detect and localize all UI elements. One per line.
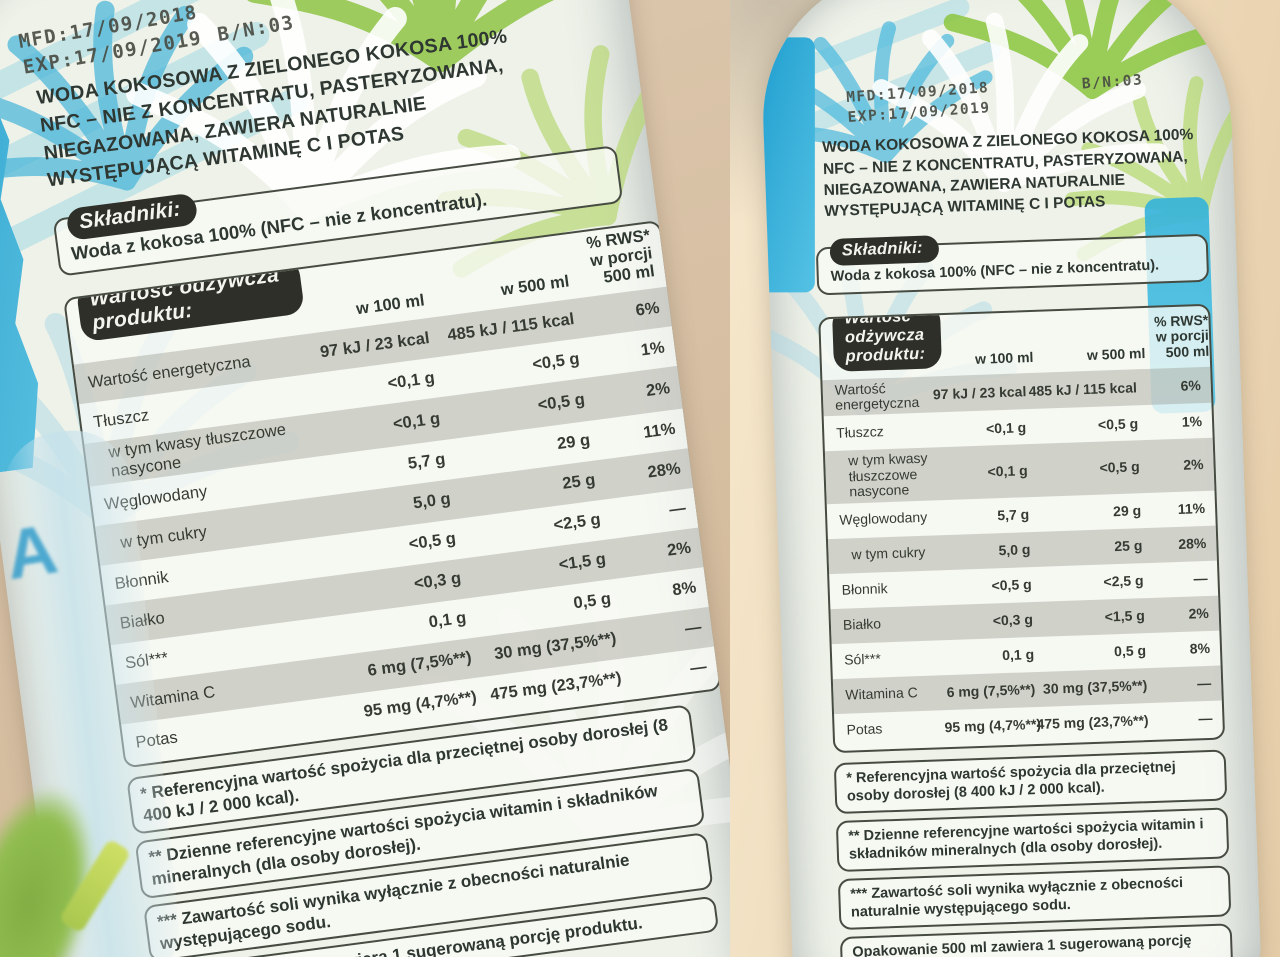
rws-percent: 1% xyxy=(1181,412,1203,430)
value-per-500ml: 475 mg (23,7%**) xyxy=(1036,712,1149,733)
rws-percent: 1% xyxy=(639,338,666,360)
rws-percent: 8% xyxy=(671,578,698,600)
value-per-500ml: 25 g xyxy=(1114,537,1143,555)
rws-percent: 11% xyxy=(1177,500,1206,518)
nutrition-title: Wartość odżywcza produktu: xyxy=(75,257,306,343)
value-per-500ml: 29 g xyxy=(1112,502,1142,520)
nutrition-section: Wartość odżywcza produktu: w 100 ml w 50… xyxy=(63,219,722,769)
front-label-letters: W K Z ko xyxy=(1257,307,1262,537)
value-per-100ml: <0,5 g xyxy=(407,529,457,554)
column-per-100ml: w 100 ml xyxy=(974,348,1034,367)
footnote: ** Dzienne referencyjne wartości spożyci… xyxy=(835,807,1230,872)
bottle-right: MFD:17/09/2018 EXP:17/09/2019 B/N:03 WOD… xyxy=(758,0,1262,957)
nutrient-name: Sól*** xyxy=(843,650,882,669)
value-per-100ml: 5,0 g xyxy=(412,489,452,513)
rws-percent: — xyxy=(668,499,687,520)
rws-percent: 6% xyxy=(634,298,661,320)
nutrient-name: Wartość energetyczna xyxy=(834,379,920,413)
rws-percent: 11% xyxy=(642,420,677,443)
rws-percent: 2% xyxy=(1183,456,1204,474)
rws-percent: 8% xyxy=(1189,639,1211,657)
rws-percent: 2% xyxy=(645,379,672,401)
value-per-100ml: <0,3 g xyxy=(992,611,1034,629)
left-photo: MFD:17/09/2018 EXP:17/09/2019 B/N:03 WODA… xyxy=(0,0,730,957)
footnote: Opakowanie 500 ml zawiera 1 sugerowaną p… xyxy=(839,923,1234,957)
rws-percent: — xyxy=(683,618,703,639)
footnote: * Referencyjna wartość spożycia dla prze… xyxy=(833,749,1228,814)
footnote: *** Zawartość soli wynika wyłącznie z ob… xyxy=(837,865,1232,930)
column-rws: % RWS* w porcji 500 ml xyxy=(564,226,656,291)
rws-percent: 28% xyxy=(646,459,682,482)
value-per-100ml: <0,1 g xyxy=(987,462,1028,481)
nutrient-name: Witamina C xyxy=(845,684,918,704)
rws-percent: 6% xyxy=(1180,377,1202,394)
value-per-100ml: <0,3 g xyxy=(412,569,463,594)
value-per-100ml: 0,1 g xyxy=(427,608,468,632)
value-per-500ml: 0,5 g xyxy=(1113,642,1147,660)
value-per-500ml: <0,5 g xyxy=(1099,458,1140,477)
footnotes: * Referencyjna wartość spożycia dla prze… xyxy=(833,749,1234,957)
nutrient-name: Tłuszcz xyxy=(835,423,884,442)
column-rws: % RWS* w porcji 500 ml xyxy=(1144,312,1210,361)
nutrition-table: Wartość energetyczna 97 kJ / 23 kcal 485… xyxy=(822,366,1223,748)
value-per-500ml: 30 mg (37,5%**) xyxy=(1042,677,1148,697)
value-per-100ml: 6 mg (7,5%**) xyxy=(366,648,473,681)
nutrition-section: Wartość odżywcza produktu: w 100 ml w 50… xyxy=(818,303,1226,753)
rws-line: 500 ml xyxy=(1165,342,1210,360)
ingredients-section: Składniki: Woda z kokosa 100% (NFC – nie… xyxy=(815,233,1210,296)
column-per-100ml: w 100 ml xyxy=(355,291,426,319)
value-per-500ml: <0,5 g xyxy=(536,390,586,415)
rws-percent: 28% xyxy=(1178,535,1207,553)
value-per-100ml: <0,5 g xyxy=(991,576,1032,594)
value-per-500ml: <1,5 g xyxy=(1104,607,1146,625)
value-per-500ml: 485 kJ / 115 kcal xyxy=(1028,379,1138,400)
value-per-100ml: 5,7 g xyxy=(997,506,1030,524)
value-per-100ml: 0,1 g xyxy=(1001,646,1035,664)
value-per-100ml: 95 mg (4,7%**) xyxy=(944,715,1042,736)
value-per-100ml: 5,7 g xyxy=(406,450,447,474)
value-per-100ml: <0,1 g xyxy=(985,419,1027,437)
value-per-100ml: <0,1 g xyxy=(386,368,436,393)
value-per-500ml: 475 mg (23,7%**) xyxy=(489,669,623,705)
value-per-500ml: <2,5 g xyxy=(1103,572,1144,590)
column-per-500ml: w 500 ml xyxy=(1086,344,1146,363)
value-per-100ml: 95 mg (4,7%**) xyxy=(362,688,478,721)
value-per-100ml: <0,1 g xyxy=(391,409,442,434)
rws-percent: 2% xyxy=(1188,605,1210,622)
product-description: WODA KOKOSOWA Z ZIELONEGO KOKOSA 100% NF… xyxy=(822,124,1207,223)
value-per-100ml: 97 kJ / 23 kcal xyxy=(319,329,431,362)
nutrient-name: w tym kwasy tłuszczowe nasycone xyxy=(847,450,928,500)
nutrition-title: Wartość odżywcza produktu: xyxy=(831,303,942,372)
rws-percent: — xyxy=(1196,674,1212,692)
right-photo: MFD:17/09/2018 EXP:17/09/2019 B/N:03 WOD… xyxy=(730,0,1280,957)
nutrient-name: Potas xyxy=(846,720,883,739)
value-per-500ml: <0,5 g xyxy=(1097,415,1139,433)
rws-percent: — xyxy=(689,657,708,678)
date-stamp: MFD:17/09/2018 EXP:17/09/2019 B/N:03 xyxy=(846,66,1178,128)
nutrient-name: Białko xyxy=(842,615,882,634)
value-per-100ml: 5,0 g xyxy=(998,541,1031,559)
nutrient-name: Węglowodany xyxy=(839,509,928,529)
nutrient-name: Błonnik xyxy=(841,580,888,599)
nutrient-name: w tym cukry xyxy=(851,544,926,563)
value-per-100ml: 6 mg (7,5%**) xyxy=(946,681,1036,701)
rws-percent: — xyxy=(1198,709,1213,727)
nutrition-header: Wartość odżywcza produktu: w 100 ml w 50… xyxy=(820,303,1210,374)
ingredients-title: Składniki: xyxy=(829,234,940,266)
nutrition-table: Wartość energetyczna 97 kJ / 23 kcal 485… xyxy=(73,287,719,764)
rws-percent: 2% xyxy=(666,538,693,560)
rws-percent: — xyxy=(1193,570,1208,587)
value-per-100ml: 97 kJ / 23 kcal xyxy=(932,383,1027,403)
front-label-letter: W xyxy=(1257,317,1262,390)
label-back-right: MFD:17/09/2018 EXP:17/09/2019 B/N:03 WOD… xyxy=(758,0,1262,957)
